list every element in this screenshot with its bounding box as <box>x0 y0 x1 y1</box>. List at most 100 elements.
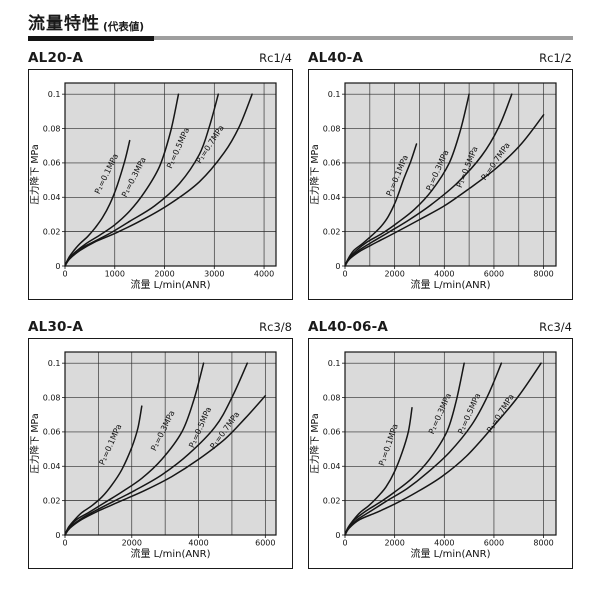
svg-text:2000: 2000 <box>384 270 404 279</box>
svg-text:4000: 4000 <box>434 539 454 548</box>
chart-model: AL30-A <box>28 319 84 336</box>
svg-text:3000: 3000 <box>204 270 224 279</box>
curve-p1-0.7mpa <box>64 395 267 537</box>
chart-block-al40-06-a: AL40-06-A Rc3/4 0 2000 4000 6000 8000 0 0.02 0.… <box>308 317 573 570</box>
curve-p1-0.5mpa <box>344 362 503 537</box>
x-tick-labels: 0 2000 4000 6000 8000 <box>342 266 554 279</box>
chart-model: AL40-A <box>308 50 364 66</box>
curve-p1-0.1mpa <box>344 143 418 267</box>
chart-canvas: 0 2000 4000 6000 8000 0 0.02 0.04 0.06 0.08 0.1 流量 … <box>309 82 557 291</box>
curve-p1-0.5mpa <box>64 362 249 537</box>
svg-text:0.08: 0.08 <box>323 125 341 134</box>
curve-p1-0.7mpa <box>344 114 545 267</box>
charts-grid: AL20-A Rc1/4 0 1000 2000 3000 4000 0 0.02 0.04 0… <box>28 48 573 570</box>
svg-text:0.1: 0.1 <box>48 359 61 368</box>
chart-block-al30-a: AL30-A Rc3/8 0 2000 4000 6000 0 0.02 0.04 0.06 0… <box>28 317 293 570</box>
chart-box: 0 2000 4000 6000 0 0.02 0.04 0.06 0.08 0.1 流量 L/mi… <box>28 338 293 570</box>
svg-text:0.04: 0.04 <box>323 462 341 471</box>
flow-chart-al20-a: 0 1000 2000 3000 4000 0 0.02 0.04 0.06 0.08 0.1 流量 … <box>29 70 291 296</box>
curve-p1-0.3mpa <box>64 362 205 537</box>
svg-text:8000: 8000 <box>533 270 553 279</box>
plot-border <box>64 351 277 536</box>
svg-text:0: 0 <box>55 531 60 540</box>
curve-p1-0.5mpa <box>344 93 513 267</box>
svg-text:0: 0 <box>62 270 67 279</box>
chart-canvas: 0 2000 4000 6000 8000 0 0.02 0.04 0.06 0.08 0.1 流量 … <box>309 351 557 560</box>
svg-text:0: 0 <box>342 270 347 279</box>
svg-text:0: 0 <box>342 539 347 548</box>
svg-text:0: 0 <box>335 531 340 540</box>
chart-box: 0 2000 4000 6000 8000 0 0.02 0.04 0.06 0.08 0.1 流量 … <box>308 69 573 301</box>
svg-text:0.04: 0.04 <box>323 193 341 202</box>
x-tick-labels: 0 2000 4000 6000 <box>62 535 275 548</box>
y-tick-labels: 0 0.02 0.04 0.06 0.08 0.1 <box>323 90 345 271</box>
y-tick-labels: 0 0.02 0.04 0.06 0.08 0.1 <box>323 359 345 540</box>
svg-text:0.02: 0.02 <box>43 228 61 237</box>
chart-canvas: 0 2000 4000 6000 0 0.02 0.04 0.06 0.08 0.1 流量 L/mi… <box>29 351 277 560</box>
svg-text:8000: 8000 <box>533 539 553 548</box>
grid-lines <box>65 352 276 536</box>
curve-p1-0.7mpa <box>64 93 253 267</box>
svg-text:4000: 4000 <box>254 270 274 279</box>
curve-p1-0.1mpa <box>64 405 143 537</box>
svg-text:6000: 6000 <box>484 539 504 548</box>
svg-text:0.06: 0.06 <box>43 159 61 168</box>
flow-chart-al40-a: 0 2000 4000 6000 8000 0 0.02 0.04 0.06 0.08 0.1 流量 … <box>309 70 571 296</box>
plot-area <box>65 83 276 267</box>
svg-text:2000: 2000 <box>122 539 142 548</box>
chart-box: 0 2000 4000 6000 8000 0 0.02 0.04 0.06 0.08 0.1 流量 … <box>308 338 573 570</box>
svg-text:4000: 4000 <box>434 270 454 279</box>
curve-p1-0.1mpa <box>64 140 131 267</box>
plot-border <box>344 82 557 267</box>
svg-text:0: 0 <box>55 262 60 271</box>
chart-port-size: Rc1/2 <box>539 51 572 65</box>
svg-text:0.04: 0.04 <box>43 193 61 202</box>
chart-model: AL20-A <box>28 50 84 66</box>
svg-text:2000: 2000 <box>384 539 404 548</box>
chart-box: 0 1000 2000 3000 4000 0 0.02 0.04 0.06 0.08 0.1 流量 … <box>28 69 293 301</box>
title-underline-black <box>28 36 154 41</box>
page-title: 流量特性 <box>28 14 100 34</box>
flow-chart-al30-a: 0 2000 4000 6000 0 0.02 0.04 0.06 0.08 0.1 流量 L/mi… <box>29 339 291 565</box>
svg-text:0.06: 0.06 <box>43 428 61 437</box>
chart-header: AL40-06-A Rc3/4 <box>308 317 573 338</box>
title-underline <box>28 36 573 41</box>
chart-canvas: 0 1000 2000 3000 4000 0 0.02 0.04 0.06 0.08 0.1 流量 … <box>29 82 277 291</box>
curve-p1-0.3mpa <box>344 93 470 267</box>
flow-chart-al40-06-a: 0 2000 4000 6000 8000 0 0.02 0.04 0.06 0.08 0.1 流量 … <box>309 339 571 565</box>
svg-text:0.1: 0.1 <box>328 359 341 368</box>
curve-p1-0.5mpa <box>64 93 220 267</box>
y-axis-label: 圧力降下 MPa <box>29 414 41 474</box>
svg-text:0.08: 0.08 <box>43 125 61 134</box>
chart-block-al40-a: AL40-A Rc1/2 0 2000 4000 6000 8000 0 0.02 0.04 0… <box>308 48 573 301</box>
svg-text:0.1: 0.1 <box>48 90 61 99</box>
grid-lines <box>65 83 276 267</box>
y-tick-labels: 0 0.02 0.04 0.06 0.08 0.1 <box>43 90 65 271</box>
svg-text:0.06: 0.06 <box>323 428 341 437</box>
svg-text:6000: 6000 <box>484 270 504 279</box>
y-tick-labels: 0 0.02 0.04 0.06 0.08 0.1 <box>43 359 65 540</box>
plot-area <box>65 352 276 536</box>
page-title-row: 流量特性 (代表値) <box>28 16 573 33</box>
chart-header: AL40-A Rc1/2 <box>308 48 573 69</box>
svg-text:0.1: 0.1 <box>328 90 341 99</box>
svg-text:0.06: 0.06 <box>323 159 341 168</box>
y-axis-label: 圧力降下 MPa <box>29 145 41 205</box>
chart-port-size: Rc3/8 <box>259 320 292 335</box>
page-title-note: (代表値) <box>103 20 145 33</box>
chart-block-al20-a: AL20-A Rc1/4 0 1000 2000 3000 4000 0 0.02 0.04 0… <box>28 48 293 301</box>
svg-text:2000: 2000 <box>154 270 174 279</box>
title-underline-gray <box>154 36 573 40</box>
chart-port-size: Rc1/4 <box>259 51 292 65</box>
chart-header: AL20-A Rc1/4 <box>28 48 293 69</box>
svg-text:4000: 4000 <box>188 539 208 548</box>
svg-text:0.02: 0.02 <box>323 497 341 506</box>
curve-p1-0.3mpa <box>344 362 465 537</box>
chart-model: AL40-06-A <box>308 319 389 336</box>
svg-text:0.04: 0.04 <box>43 462 61 471</box>
x-axis-label: 流量 L/min(ANR) <box>130 278 210 291</box>
chart-header: AL30-A Rc3/8 <box>28 317 293 338</box>
svg-text:0: 0 <box>335 262 340 271</box>
x-axis-label: 流量 L/min(ANR) <box>410 278 490 291</box>
